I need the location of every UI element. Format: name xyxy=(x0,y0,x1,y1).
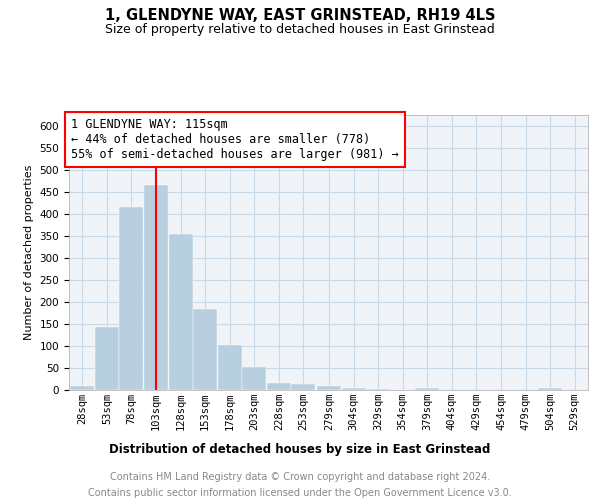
Bar xyxy=(193,308,217,390)
Text: 1 GLENDYNE WAY: 115sqm
← 44% of detached houses are smaller (778)
55% of semi-de: 1 GLENDYNE WAY: 115sqm ← 44% of detached… xyxy=(71,118,399,161)
Bar xyxy=(267,382,291,390)
Bar xyxy=(95,327,119,390)
Bar xyxy=(144,186,168,390)
Text: Size of property relative to detached houses in East Grinstead: Size of property relative to detached ho… xyxy=(105,22,495,36)
Text: Distribution of detached houses by size in East Grinstead: Distribution of detached houses by size … xyxy=(109,442,491,456)
Bar xyxy=(538,388,562,390)
Text: 1, GLENDYNE WAY, EAST GRINSTEAD, RH19 4LS: 1, GLENDYNE WAY, EAST GRINSTEAD, RH19 4L… xyxy=(105,8,495,22)
Y-axis label: Number of detached properties: Number of detached properties xyxy=(24,165,34,340)
Bar xyxy=(415,388,439,390)
Bar xyxy=(341,388,365,390)
Bar xyxy=(218,344,242,390)
Bar xyxy=(119,208,143,390)
Text: Contains HM Land Registry data © Crown copyright and database right 2024.: Contains HM Land Registry data © Crown c… xyxy=(110,472,490,482)
Bar xyxy=(242,366,266,390)
Bar xyxy=(169,234,193,390)
Bar xyxy=(366,388,390,390)
Bar xyxy=(292,384,316,390)
Bar xyxy=(70,386,94,390)
Bar xyxy=(317,386,341,390)
Text: Contains public sector information licensed under the Open Government Licence v3: Contains public sector information licen… xyxy=(88,488,512,498)
